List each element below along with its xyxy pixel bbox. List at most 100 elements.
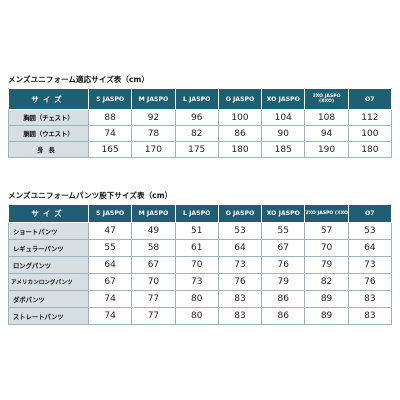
table-cell: 55 [87, 239, 133, 257]
table-cell: 73 [347, 256, 393, 274]
table-cell: 94 [304, 125, 349, 142]
table-cell: 77 [131, 290, 176, 308]
table-cell: 57 [304, 222, 349, 240]
pants-inseam-table: サイズ S JASPO M JASPO L JASPO O JASPO XO J… [8, 204, 393, 325]
size-header-m: M JASPO [131, 204, 176, 223]
table-cell: 78 [131, 125, 176, 142]
table-cell: 61 [174, 239, 219, 257]
table-cell: 70 [131, 273, 176, 291]
table-cell: 92 [131, 109, 176, 126]
table-cell: 89 [304, 290, 349, 308]
row-label-regular-pants: レギュラーパンツ [8, 239, 89, 257]
table-cell: 80 [174, 307, 219, 325]
table-cell: 74 [87, 125, 133, 142]
table-cell: 76 [217, 273, 263, 291]
table-row: 身長 165 170 175 180 185 190 180 [8, 141, 393, 158]
table-cell: 185 [261, 141, 306, 158]
table-cell: 73 [174, 273, 219, 291]
table-cell: 74 [87, 307, 133, 325]
size-header-2xo: 2XO JASPO (XXO) [304, 88, 349, 110]
table-cell: 96 [174, 109, 219, 126]
table-cell: 175 [174, 141, 219, 158]
table-cell: 67 [87, 273, 133, 291]
table-cell: 64 [347, 239, 393, 257]
header-row: サイズ S JASPO M JASPO L JASPO O JASPO XO J… [8, 88, 393, 110]
table-cell: 47 [87, 222, 133, 240]
row-label-long-pants: ロングパンツ [8, 256, 89, 274]
table-cell: 100 [217, 109, 263, 126]
table-cell: 88 [87, 109, 133, 126]
table-cell: 79 [261, 273, 306, 291]
table-cell: 112 [347, 109, 393, 126]
table-cell: 67 [261, 239, 306, 257]
table-cell: 86 [261, 307, 306, 325]
size-header-label: サイズ [8, 88, 89, 110]
row-label-height: 身長 [8, 141, 89, 158]
table-cell: 64 [217, 239, 263, 257]
table-cell: 83 [347, 307, 393, 325]
body-size-table: サイズ S JASPO M JASPO L JASPO O JASPO XO J… [8, 88, 393, 158]
table-cell: 80 [174, 290, 219, 308]
table-cell: 64 [87, 256, 133, 274]
table-cell: 165 [87, 141, 133, 158]
table-cell: 83 [217, 307, 263, 325]
size-header-s: S JASPO [87, 88, 133, 110]
table-row: アメリカンロングパンツ 67 70 73 76 79 82 76 [8, 273, 393, 291]
table-cell: 170 [131, 141, 176, 158]
size-header-l: L JASPO [174, 204, 219, 223]
bottom-table-caption: メンズユニフォームパンツ股下サイズ表（cm） [8, 191, 173, 200]
table-cell: 86 [261, 290, 306, 308]
table-row: 胸囲（チェスト） 88 92 96 100 104 108 112 [8, 109, 393, 126]
table-cell: 76 [261, 256, 306, 274]
table-cell: 77 [131, 307, 176, 325]
size-header-o: O JASPO [217, 204, 263, 223]
table-cell: 82 [174, 125, 219, 142]
size-header-o7: O7 [347, 88, 393, 110]
table-cell: 90 [261, 125, 306, 142]
table-cell: 74 [87, 290, 133, 308]
table-cell: 53 [217, 222, 263, 240]
size-header-xo: XO JASPO [261, 204, 306, 223]
table-cell: 86 [217, 125, 263, 142]
table-row: ショートパンツ 47 49 51 53 55 57 53 [8, 222, 393, 240]
size-header-l: L JASPO [174, 88, 219, 110]
table-cell: 51 [174, 222, 219, 240]
table-cell: 190 [304, 141, 349, 158]
table-cell: 70 [304, 239, 349, 257]
table-row: 胴囲（ウエスト） 74 78 82 86 90 94 100 [8, 125, 393, 142]
size-header-s: S JASPO [87, 204, 133, 223]
table-row: レギュラーパンツ 55 58 61 64 67 70 64 [8, 239, 393, 257]
table-cell: 83 [347, 290, 393, 308]
table-cell: 67 [131, 256, 176, 274]
row-label-short-pants: ショートパンツ [8, 222, 89, 240]
table-cell: 76 [347, 273, 393, 291]
size-header-xo: XO JASPO [261, 88, 306, 110]
size-header-2xo: 2XO JASPO (XXO) [304, 204, 349, 223]
table-cell: 49 [131, 222, 176, 240]
table-cell: 79 [304, 256, 349, 274]
row-label-dabo-pants: ダボパンツ [8, 290, 89, 308]
size-header-label: サイズ [8, 204, 89, 223]
row-label-waist: 胴囲（ウエスト） [8, 125, 89, 142]
table-cell: 100 [347, 125, 393, 142]
table-cell: 89 [304, 307, 349, 325]
row-label-chest: 胸囲（チェスト） [8, 109, 89, 126]
table-cell: 70 [174, 256, 219, 274]
table-cell: 108 [304, 109, 349, 126]
row-label-straight-pants: ストレートパンツ [8, 307, 89, 325]
table-row: ストレートパンツ 74 77 80 83 86 89 83 [8, 307, 393, 325]
top-table-caption: メンズユニフォーム適応サイズ表（cm） [8, 75, 150, 84]
table-row: ロングパンツ 64 67 70 73 76 79 73 [8, 256, 393, 274]
table-cell: 73 [217, 256, 263, 274]
size-header-o7: O7 [347, 204, 393, 223]
size-header-m: M JASPO [131, 88, 176, 110]
table-cell: 55 [261, 222, 306, 240]
size-header-o: O JASPO [217, 88, 263, 110]
table-cell: 104 [261, 109, 306, 126]
table-row: ダボパンツ 74 77 80 83 86 89 83 [8, 290, 393, 308]
table-cell: 180 [347, 141, 393, 158]
header-row: サイズ S JASPO M JASPO L JASPO O JASPO XO J… [8, 204, 393, 223]
table-cell: 58 [131, 239, 176, 257]
table-cell: 82 [304, 273, 349, 291]
table-cell: 83 [217, 290, 263, 308]
